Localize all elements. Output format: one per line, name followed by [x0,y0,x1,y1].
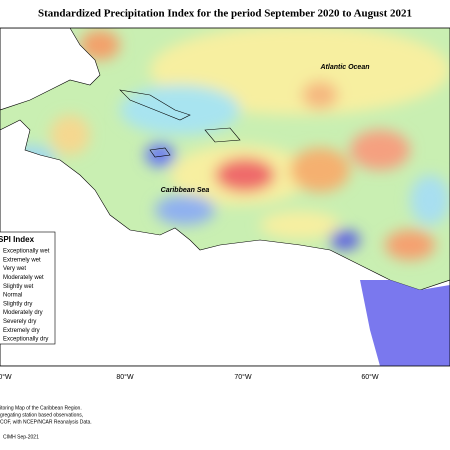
longitude-labels: 0°W 80°W 70°W 60°W [0,373,379,381]
legend-item: Exceptionally dry [3,337,48,343]
legend-item: Severely dry [3,319,36,325]
cuba [119,89,191,121]
legend-item: Slightly dry [3,301,32,307]
legend-item: Moderately wet [3,275,44,281]
guianas-dry [360,280,450,366]
map-area [0,28,450,366]
legend-title: SPI Index [0,235,35,244]
longitude-label: 60°W [361,373,379,381]
legend-box [0,231,56,345]
hispaniola [204,127,241,143]
legend-item: Extremely dry [3,328,40,334]
jamaica [149,147,171,158]
ocean-label: Atlantic Ocean [319,64,369,71]
footer-credit: CIMH Sep-2021 [3,434,39,440]
north-america [0,28,101,111]
map-frame [0,27,450,367]
legend-item: Exceptionally wet [3,249,50,255]
sea-label: Caribbean Sea [161,187,210,194]
legend-item: Extremely wet [3,257,41,263]
footer-line: itoring Map of the Caribbean Region. [0,405,82,411]
longitude-label: 0°W [0,373,12,381]
longitude-label: 70°W [234,373,252,381]
legend-item: Slightly wet [3,284,34,290]
map-title: Standardized Precipitation Index for the… [38,8,412,20]
legend-item: Normal [3,293,22,299]
footer-line: COF, with NCEP/NCAR Reanalysis Data. [0,419,92,425]
footer-line: gregating station based observations, [0,412,83,418]
legend-item: Very wet [3,266,26,272]
footer: itoring Map of the Caribbean Region.greg… [0,405,92,440]
longitude-label: 80°W [116,373,134,381]
legend: SPI Index Exceptionally wet Extremely wet… [0,231,56,345]
legend-item: Moderately dry [3,310,43,316]
